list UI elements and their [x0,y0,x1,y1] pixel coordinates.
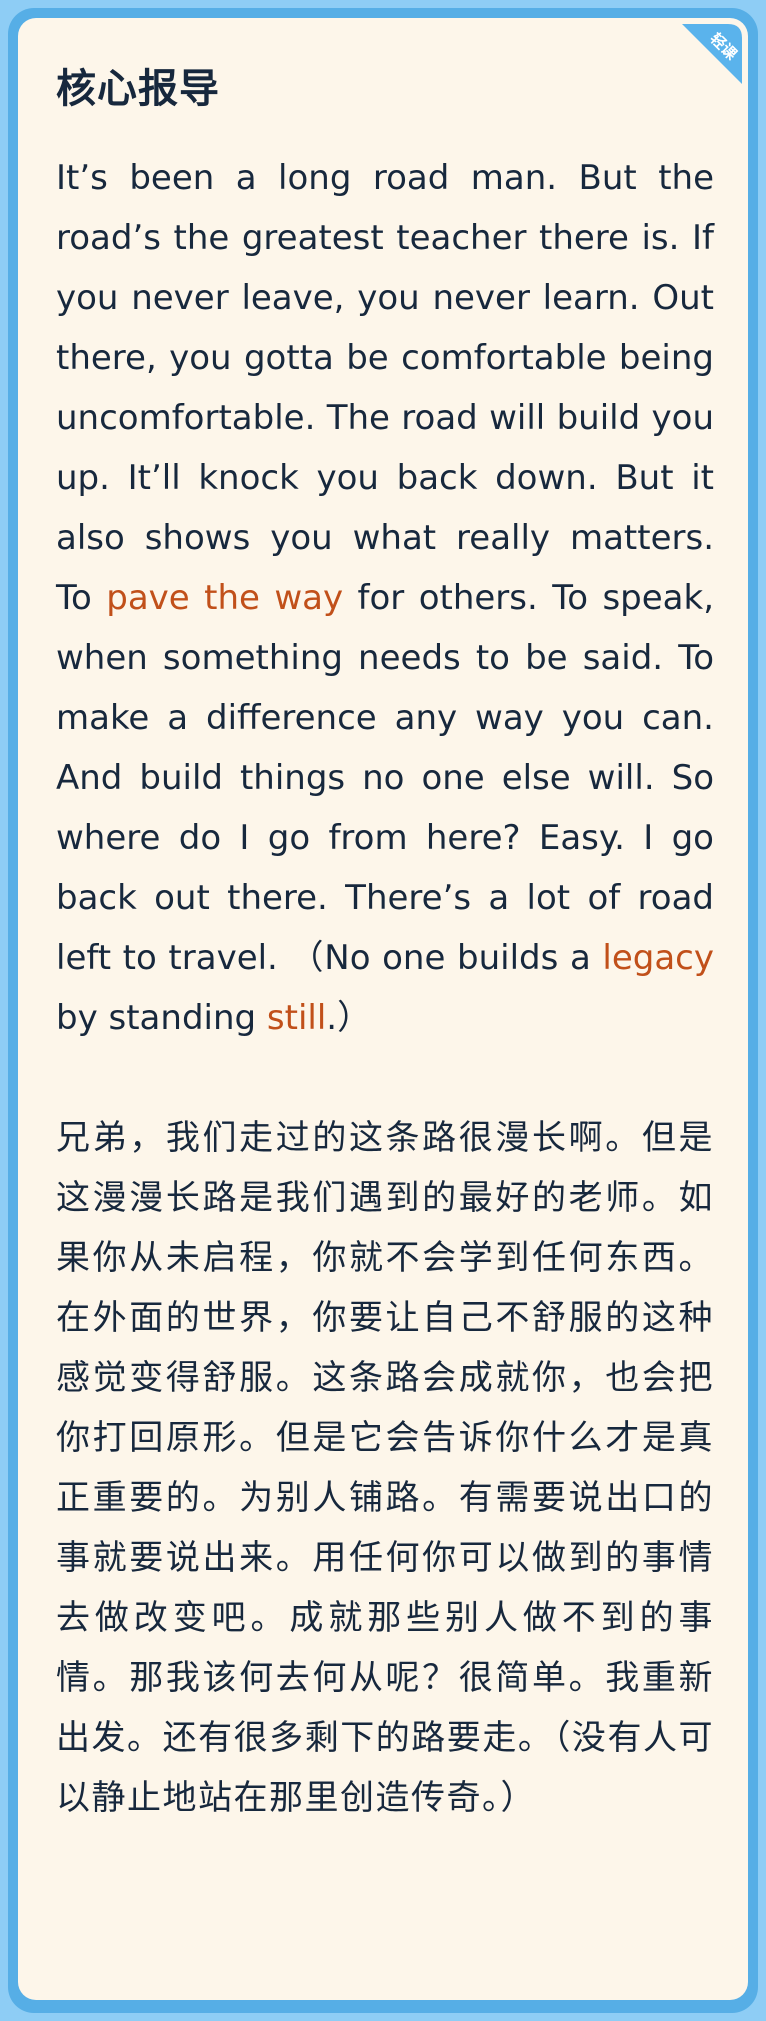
highlight-legacy: legacy [602,938,714,978]
english-text-2: for others. To speak, when something nee… [56,578,715,978]
highlight-pave-the-way: pave the way [106,578,344,618]
english-text-1: It’s been a long road man. But the road’… [56,158,714,618]
section-title: 核心报导 [56,66,220,112]
highlight-still: still [266,998,327,1038]
chinese-paragraph: 兄弟，我们走过的这条路很漫长啊。但是这漫漫长路是我们遇到的最好的老师。如果你从未… [56,1118,714,1818]
english-text-3: by standing [56,998,267,1038]
corner-ribbon-icon: 轻课 [682,24,742,84]
corner-badge: 轻课 [668,18,748,98]
english-paragraph: It’s been a long road man. But the road’… [56,148,714,1048]
english-text-4: .） [326,998,372,1038]
article-card: 轻课 核心报导 It’s been a long road man. But t… [18,18,748,2000]
outer-frame: 轻课 核心报导 It’s been a long road man. But t… [8,8,758,2013]
